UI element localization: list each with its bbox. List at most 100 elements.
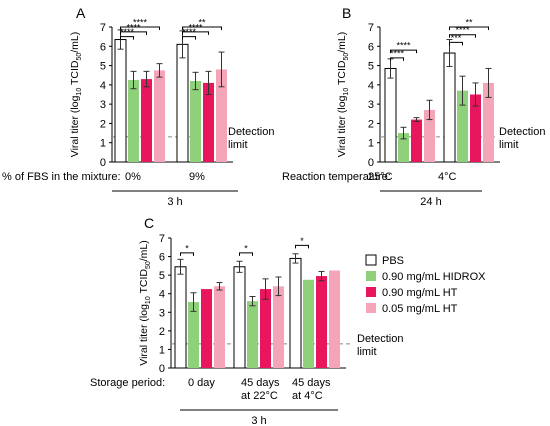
bar-c-0-90-mg-ml-ht-0 — [201, 289, 212, 368]
detection-limit-label2-c: limit — [357, 346, 377, 358]
bar-c-0-90-mg-ml-hidrox-1 — [247, 301, 258, 368]
legend-swatch-pbs — [365, 254, 377, 266]
bar-c-pbs-0 — [174, 266, 187, 369]
detection-limit-label-c: Detection — [357, 333, 403, 345]
chart-panel-a: 0 1 2 3 4 5 6 7 Viral titer (log10 TCID50/mL) Det… — [2, 18, 274, 209]
legend-item-ht-090: 0.90 mg/mL HT — [366, 287, 458, 299]
bar-b-pbs-1 — [443, 52, 456, 163]
group-label-c-2-1: at 4°C — [292, 390, 323, 402]
significance-bracket-b-1 — [390, 57, 404, 61]
significance-label-b-2: ** — [465, 18, 473, 28]
legend: PBS 0.90 mg/mL HIDROX 0.90 mg/mL HT 0.05… — [365, 254, 486, 315]
significance-bracket-b-4 — [449, 41, 463, 46]
y-tick-label-b-4: 4 — [368, 80, 374, 92]
legend-label-pbs: PBS — [382, 255, 404, 267]
panel-letter-C: C — [144, 215, 154, 231]
y-tick-label-b-6: 6 — [368, 41, 374, 53]
chart-panel-c: 0 1 2 3 4 5 6 7 Viral titer (log10 TCID50/mL) Det… — [90, 233, 403, 426]
label-part: /mL) — [69, 32, 81, 53]
label-part: Viral titer (log — [69, 95, 81, 157]
label-part: TCID — [138, 269, 150, 297]
bar-b-0-90-mg-ml-hidrox-1 — [457, 90, 468, 162]
legend-item-pbs: PBS — [365, 254, 404, 267]
significance-label-a-4: **** — [188, 22, 203, 32]
y-tick-label-a-5: 5 — [100, 61, 106, 73]
subscript: 50 — [76, 53, 83, 61]
legend-item-hidrox: 0.90 mg/mL HIDROX — [366, 271, 486, 283]
group-label-c-1-1: at 22°C — [241, 390, 278, 402]
bar-b-0-05-mg-ml-ht-0 — [424, 109, 435, 162]
bar-a-0-90-mg-ml-hidrox-1 — [190, 81, 201, 162]
significance-label-c-1: * — [244, 243, 248, 253]
group-label-b-0-0: 25°C — [368, 171, 393, 183]
bar-a-0-90-mg-ml-ht-1 — [203, 82, 214, 162]
y-tick-label-a-3: 3 — [100, 99, 106, 111]
y-tick-label-b-7: 7 — [368, 22, 374, 34]
label-part: Viral titer (log — [336, 95, 348, 157]
detection-limit-label-a: Detection — [228, 126, 274, 138]
bar-c-0-05-mg-ml-ht-1 — [273, 286, 284, 368]
detection-limit-label2-a: limit — [228, 139, 248, 151]
bar-c-0-05-mg-ml-ht-0 — [214, 286, 225, 368]
group-label-a-1-0: 9% — [189, 171, 205, 183]
bar-a-0-05-mg-ml-ht-0 — [154, 70, 165, 162]
bar-c-pbs-1 — [233, 266, 246, 369]
significance-label-b-4: *** — [451, 33, 462, 43]
bar-c-0-90-mg-ml-hidrox-0 — [188, 302, 199, 368]
panel-letter-A: A — [76, 5, 86, 21]
subscript: 50 — [343, 53, 350, 61]
label-part: /mL) — [336, 32, 348, 53]
subscript: 10 — [145, 296, 152, 304]
legend-swatch-ht-005 — [366, 303, 376, 313]
y-tick-label-c-5: 5 — [159, 270, 165, 282]
significance-bracket-b-2 — [449, 26, 489, 30]
significance-bracket-c-1 — [239, 252, 253, 256]
significance-bracket-a-5 — [182, 36, 196, 40]
x-axis-label-a: % of FBS in the mixture: — [2, 171, 121, 183]
y-tick-label-b-5: 5 — [368, 61, 374, 73]
bar-b-0-05-mg-ml-ht-1 — [483, 82, 494, 162]
group-label-c-2-0: 45 days — [292, 377, 331, 389]
chart-panel-b: 0 1 2 3 4 5 6 7 Viral titer (log10 TCID50/mL) Det… — [282, 18, 545, 209]
bar-a-pbs-1 — [176, 43, 189, 163]
y-tick-label-a-1: 1 — [100, 138, 106, 150]
significance-label-c-2: * — [300, 236, 304, 246]
x-axis-label-b: Reaction temperature: — [282, 171, 391, 183]
y-tick-label-a-2: 2 — [100, 118, 106, 130]
y-tick-label-a-7: 7 — [100, 22, 106, 34]
bar-b-0-90-mg-ml-ht-1 — [470, 94, 481, 162]
significance-bracket-a-3 — [182, 26, 222, 30]
significance-bracket-a-0 — [120, 26, 160, 30]
significance-label-a-3: ** — [198, 18, 206, 28]
bar-b-0-90-mg-ml-ht-0 — [411, 119, 422, 162]
group-label-a-0-0: 0% — [125, 171, 141, 183]
panel-letter-B: B — [342, 5, 351, 21]
legend-label-ht-090: 0.90 mg/mL HT — [382, 287, 458, 299]
y-axis-label-c: Viral titer (log10 TCID50/mL) — [138, 240, 152, 366]
footer-label-a: 3 h — [167, 196, 182, 208]
subscript: 10 — [343, 88, 350, 96]
significance-label-a-0: **** — [133, 18, 148, 28]
y-tick-label-c-0: 0 — [159, 363, 165, 375]
bar-b-0-90-mg-ml-hidrox-0 — [398, 133, 409, 162]
significance-label-a-2: **** — [120, 27, 135, 37]
x-axis-label-c: Storage period: — [90, 377, 165, 389]
y-tick-label-c-2: 2 — [159, 326, 165, 338]
significance-bracket-c-0 — [180, 252, 194, 256]
significance-label-b-1: **** — [390, 48, 405, 58]
bar-c-0-05-mg-ml-ht-2 — [329, 270, 340, 368]
legend-swatch-hidrox — [366, 271, 376, 281]
y-tick-label-a-4: 4 — [100, 80, 106, 92]
bar-c-pbs-2 — [289, 257, 302, 369]
label-part: TCID — [69, 60, 81, 88]
label-part: /mL) — [138, 240, 150, 261]
bar-b-pbs-0 — [384, 67, 397, 163]
significance-label-b-0: **** — [396, 41, 411, 51]
bar-c-0-90-mg-ml-ht-2 — [316, 276, 327, 368]
significance-bracket-b-3 — [449, 34, 476, 38]
y-tick-label-c-1: 1 — [159, 344, 165, 356]
legend-swatch-ht-090 — [366, 287, 376, 297]
significance-bracket-a-2 — [120, 36, 134, 40]
y-tick-label-a-6: 6 — [100, 41, 106, 53]
